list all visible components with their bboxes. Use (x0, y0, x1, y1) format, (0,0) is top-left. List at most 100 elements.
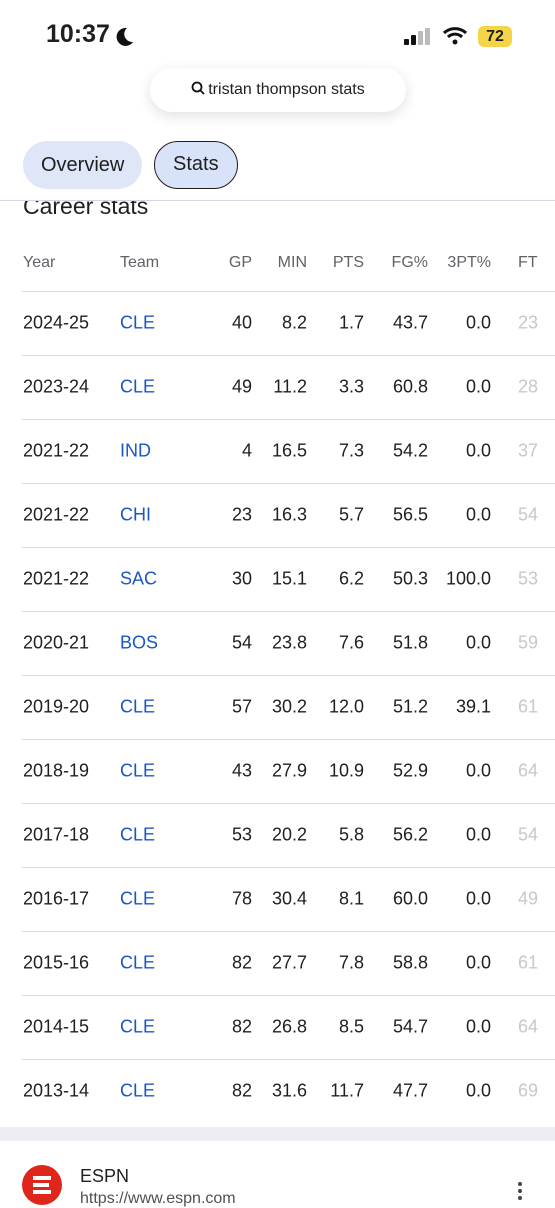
row-separator (22, 1059, 555, 1060)
3pt-pct-cell: 0.0 (465, 632, 491, 653)
row-separator (22, 483, 555, 484)
ft-cell: 59 (518, 632, 539, 653)
gp-cell: 4 (241, 440, 252, 461)
row-separator (22, 547, 555, 548)
fg-pct-cell: 54.7 (392, 1016, 428, 1037)
column-header: Team (120, 254, 160, 271)
min-cell: 30.2 (271, 696, 307, 717)
team-cell[interactable]: CLE (120, 952, 156, 973)
search-bar[interactable]: tristan thompson stats (150, 68, 406, 112)
year-cell: 2015-16 (23, 952, 90, 973)
tab[interactable]: Overview (23, 141, 143, 189)
search-query: tristan thompson stats (208, 81, 365, 98)
min-cell: 26.8 (271, 1016, 307, 1037)
divider (0, 200, 555, 201)
fg-pct-cell: 56.2 (392, 824, 428, 845)
column-header: MIN (277, 254, 307, 271)
pts-cell: 7.3 (338, 440, 364, 461)
pts-cell: 8.1 (338, 888, 364, 909)
team-cell[interactable]: CLE (120, 824, 156, 845)
pts-cell: 5.8 (338, 824, 364, 845)
row-separator (22, 291, 555, 292)
result-source[interactable]: ESPN (80, 1166, 130, 1186)
gp-cell: 49 (231, 376, 252, 397)
column-header: 3PT% (447, 254, 491, 271)
ft-cell: 61 (518, 952, 539, 973)
min-cell: 31.6 (271, 1080, 307, 1101)
3pt-pct-cell: 0.0 (465, 1016, 491, 1037)
min-cell: 16.3 (271, 504, 307, 525)
3pt-pct-cell: 0.0 (465, 312, 491, 333)
gp-cell: 40 (231, 312, 252, 333)
year-cell: 2016-17 (23, 888, 90, 909)
team-cell[interactable]: CHI (120, 504, 151, 525)
fg-pct-cell: 47.7 (392, 1080, 428, 1101)
3pt-pct-cell: 0.0 (465, 952, 491, 973)
gp-cell: 82 (231, 1016, 252, 1037)
year-cell: 2023-24 (23, 376, 90, 397)
gp-cell: 78 (231, 888, 252, 909)
year-cell: 2017-18 (23, 824, 90, 845)
tab-selected[interactable]: Stats (154, 141, 238, 189)
pts-cell: 3.3 (338, 376, 364, 397)
team-cell[interactable]: CLE (120, 888, 156, 909)
more-menu[interactable] (515, 1180, 525, 1202)
column-header: FG% (391, 254, 428, 271)
year-cell: 2019-20 (23, 696, 90, 717)
ft-cell: 37 (518, 440, 539, 461)
pts-cell: 7.6 (338, 632, 364, 653)
ft-cell: 64 (518, 760, 539, 781)
year-cell: 2021-22 (23, 504, 90, 525)
min-cell: 11.2 (273, 376, 307, 397)
column-header: FT (518, 254, 538, 271)
row-separator (22, 803, 555, 804)
min-cell: 30.4 (271, 888, 307, 909)
status-time: 10:37 (46, 20, 110, 48)
year-cell: 2018-19 (23, 760, 90, 781)
row-separator (22, 739, 555, 740)
3pt-pct-cell: 0.0 (465, 376, 491, 397)
fg-pct-cell: 43.7 (392, 312, 428, 333)
year-cell: 2014-15 (23, 1016, 90, 1037)
pts-cell: 8.5 (338, 1016, 364, 1037)
gp-cell: 54 (231, 632, 252, 653)
year-cell: 2024-25 (23, 312, 90, 333)
fg-pct-cell: 52.9 (392, 760, 428, 781)
pts-cell: 5.7 (338, 504, 364, 525)
ft-cell: 54 (518, 824, 539, 845)
row-separator (22, 931, 555, 932)
3pt-pct-cell: 0.0 (465, 440, 491, 461)
team-cell[interactable]: CLE (120, 696, 156, 717)
team-cell[interactable]: IND (120, 440, 151, 461)
ft-cell: 53 (518, 568, 539, 589)
min-cell: 16.5 (271, 440, 307, 461)
row-separator (22, 355, 555, 356)
team-cell[interactable]: CLE (120, 1080, 156, 1101)
ft-cell: 54 (518, 504, 539, 525)
fg-pct-cell: 51.2 (392, 696, 428, 717)
pts-cell: 11.7 (330, 1080, 364, 1101)
team-cell[interactable]: CLE (120, 1016, 156, 1037)
pts-cell: 7.8 (338, 952, 364, 973)
pts-cell: 1.7 (338, 312, 364, 333)
3pt-pct-cell: 0.0 (465, 760, 491, 781)
gp-cell: 82 (231, 1080, 252, 1101)
pts-cell: 6.2 (338, 568, 364, 589)
team-cell[interactable]: BOS (120, 632, 159, 653)
row-separator (22, 419, 555, 420)
min-cell: 27.7 (271, 952, 307, 973)
team-cell[interactable]: SAC (120, 568, 158, 589)
ft-cell: 64 (518, 1016, 539, 1037)
ft-cell: 49 (518, 888, 539, 909)
fg-pct-cell: 60.8 (392, 376, 428, 397)
team-cell[interactable]: CLE (120, 376, 156, 397)
battery: 72 (478, 26, 512, 47)
pts-cell: 12.0 (328, 696, 364, 717)
moon-icon (116, 27, 133, 46)
min-cell: 8.2 (281, 312, 307, 333)
team-cell[interactable]: CLE (120, 760, 156, 781)
team-cell[interactable]: CLE (120, 312, 156, 333)
result-url[interactable]: https://www.espn.com (80, 1190, 236, 1207)
pts-cell: 10.9 (328, 760, 364, 781)
